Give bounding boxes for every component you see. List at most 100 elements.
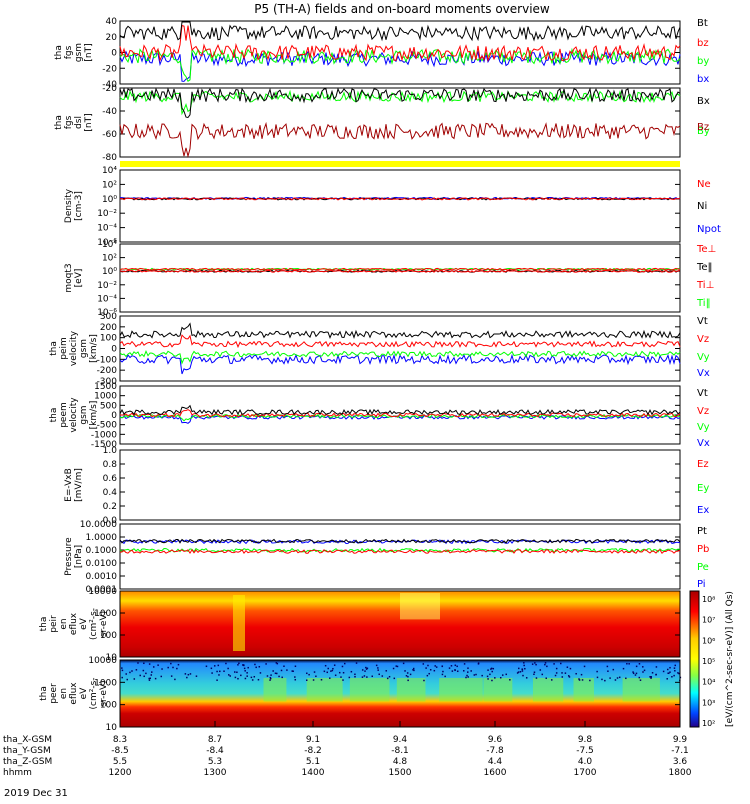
spectrogram-pixel bbox=[566, 666, 569, 668]
spectrogram-pixel bbox=[121, 667, 123, 669]
series-vy-line bbox=[119, 413, 681, 422]
spectrogram-pixel bbox=[145, 672, 147, 675]
spectrogram-pixel bbox=[187, 673, 190, 676]
spectrogram-pixel bbox=[388, 675, 391, 678]
spectrogram-pixel bbox=[292, 670, 294, 672]
x-tick-label: 5.3 bbox=[208, 757, 222, 767]
y-tick-label: 10⁻⁶ bbox=[97, 238, 117, 248]
spectrogram-pixel bbox=[580, 673, 583, 676]
spectrogram-pixel bbox=[523, 664, 525, 667]
spectrogram-pixel bbox=[294, 676, 296, 678]
colorbar-tick-label: 10⁴ bbox=[702, 678, 715, 687]
spectrogram-pixel bbox=[522, 674, 524, 677]
spectrogram-pixel bbox=[642, 671, 644, 673]
y-tick-label: 10.0000 bbox=[80, 520, 117, 530]
spectrogram-pixel bbox=[491, 670, 493, 673]
spectrogram-pixel bbox=[272, 670, 274, 672]
spectrogram-pixel bbox=[242, 664, 244, 666]
spectrogram-pixel bbox=[227, 674, 230, 676]
legend-entry: by bbox=[697, 56, 709, 67]
y-tick-label: 0 bbox=[111, 49, 117, 59]
y-tick-label: -20 bbox=[102, 84, 117, 94]
spectrogram-pixel bbox=[355, 662, 358, 664]
x-axis-row-label: tha_Z-GSM bbox=[3, 757, 52, 767]
spectrogram-pixel bbox=[409, 673, 412, 676]
y-tick-label: 10⁻² bbox=[97, 209, 117, 219]
spectrogram-pixel bbox=[427, 664, 429, 667]
series-bt-line bbox=[119, 21, 681, 42]
spectrogram-pixel bbox=[377, 669, 379, 671]
spectrogram-pixel bbox=[255, 666, 257, 669]
spectrogram-pixel bbox=[334, 674, 337, 677]
spectrogram-pixel bbox=[412, 667, 415, 670]
spectrogram-pixel bbox=[366, 667, 369, 670]
spectrogram-pixel bbox=[677, 672, 679, 674]
y-axis-label: [nPa] bbox=[74, 545, 84, 568]
spectrogram-pixel bbox=[225, 662, 227, 665]
y-axis-label: [km/s] bbox=[89, 401, 99, 430]
y-axis-label: velocity bbox=[69, 330, 79, 366]
spectrogram-pixel bbox=[274, 672, 277, 675]
spectrogram-pixel bbox=[217, 664, 220, 667]
spectrogram-pixel bbox=[121, 669, 124, 672]
spectrogram-pixel bbox=[650, 677, 652, 679]
x-tick-label: -8.1 bbox=[391, 746, 409, 756]
legend-entry: Vz bbox=[697, 334, 709, 345]
spectrogram-pixel bbox=[238, 662, 240, 665]
spectrogram-pixel bbox=[481, 674, 483, 677]
plot-title: P5 (TH-A) fields and on-board moments ov… bbox=[254, 2, 550, 16]
spectrogram-pixel bbox=[616, 677, 619, 679]
spectrogram-pixel bbox=[234, 676, 237, 679]
y-axis-label: [mV/m] bbox=[74, 468, 84, 502]
spectrogram-pixel bbox=[148, 663, 151, 665]
spectrogram-pixel bbox=[258, 665, 261, 668]
spectrogram-pixel bbox=[625, 677, 627, 680]
series-ne-line bbox=[119, 197, 681, 201]
y-tick-label: 0.0100 bbox=[86, 559, 118, 569]
x-tick-label: 3.6 bbox=[673, 757, 688, 767]
spectrogram-burst bbox=[400, 593, 440, 620]
spectrogram-pixel bbox=[338, 671, 341, 674]
legend-entry: Ti‖ bbox=[696, 298, 711, 309]
spectrogram-pixel bbox=[441, 665, 444, 667]
y-axis-label: fgs bbox=[64, 45, 74, 59]
y-tick-label: 0 bbox=[111, 345, 117, 355]
y-axis-label: peer bbox=[49, 683, 59, 704]
y-axis-label: (cm²-s- bbox=[89, 608, 99, 640]
spectrogram-pixel bbox=[216, 679, 218, 681]
spectrogram-pixel bbox=[596, 676, 599, 679]
spectrogram-pixel bbox=[150, 674, 153, 676]
y-axis-label: [nT] bbox=[84, 113, 94, 131]
y-tick-label: 0.1000 bbox=[86, 546, 118, 556]
spectrogram-pixel bbox=[560, 662, 562, 665]
series-pe-line bbox=[119, 547, 681, 553]
spectrogram-pixel bbox=[167, 666, 169, 669]
spectrogram-pixel bbox=[363, 675, 366, 677]
spectrogram-pixel bbox=[250, 676, 253, 679]
y-tick-label: 0.2 bbox=[103, 502, 117, 512]
panel-9: 10000 1000 100 10 tha peir en eflux eV (cm²-s-sr-… bbox=[39, 587, 681, 663]
spectrogram-pixel bbox=[276, 672, 278, 675]
x-tick-label: 1400 bbox=[302, 768, 325, 778]
date-label: 2019 Dec 31 bbox=[4, 788, 68, 799]
x-axis-row-label: tha_X-GSM bbox=[3, 735, 52, 745]
y-axis-label: peir bbox=[49, 615, 59, 633]
series-ti-line bbox=[119, 267, 681, 271]
spectrogram-pixel bbox=[545, 677, 547, 679]
spectrogram-pixel bbox=[133, 678, 136, 680]
spectrogram-pixel bbox=[533, 673, 535, 676]
y-tick-label: 0.4 bbox=[103, 488, 118, 498]
spectrogram-pixel bbox=[567, 675, 570, 677]
spectrogram-pixel bbox=[283, 665, 285, 667]
spectrogram-pixel bbox=[444, 675, 446, 678]
panel-1: 40 20 0 -20 -40 tha fgs gsm [nT] Bt bz by bx bbox=[54, 17, 709, 90]
spectrogram-pixel bbox=[517, 671, 520, 673]
spectrogram-pixel bbox=[467, 667, 469, 669]
y-tick-label: 1.0000 bbox=[86, 533, 118, 543]
spectrogram-pixel bbox=[555, 667, 558, 670]
y-tick-label: 10⁻² bbox=[97, 281, 117, 291]
y-tick-label: 10⁰ bbox=[102, 195, 117, 205]
spectrogram-pixel bbox=[422, 663, 425, 665]
colorbar-tick-label: 10⁸ bbox=[702, 595, 715, 604]
spectrogram-pixel bbox=[632, 671, 634, 673]
